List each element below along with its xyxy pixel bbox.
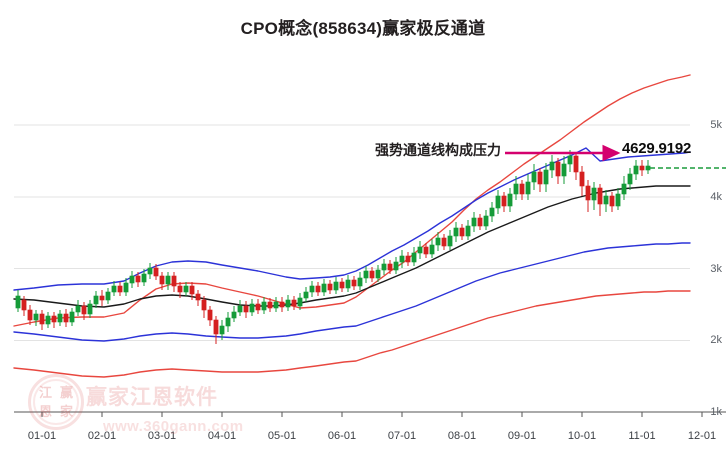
x-axis-tick-09-01: 09-01 (507, 430, 537, 442)
candlestick-series (15, 150, 651, 344)
logo-glyph: 家 (59, 404, 73, 419)
y-axis-tick-4k: 4k (710, 190, 722, 203)
brand-watermark: 赢家江恩软件 (86, 386, 218, 409)
y-axis-tick-3k: 3k (710, 262, 722, 275)
y-axis-tick-5k: 5k (710, 119, 722, 131)
last-price-label: 4629.9192 (622, 140, 692, 157)
x-axis-tick-07-01: 07-01 (387, 430, 417, 442)
x-axis-tick-01-01: 01-01 (27, 430, 57, 442)
x-axis-tick-06-01: 06-01 (327, 430, 357, 442)
x-axis-tick-05-01: 05-01 (267, 430, 297, 442)
y-axis-tick-2k: 2k (710, 334, 722, 347)
annotation-label: 强势通道线构成压力 (375, 142, 501, 158)
x-axis-tick-12-01: 12-01 (687, 430, 717, 442)
y-axis-tick-1k: 1k (710, 406, 722, 418)
x-axis-tick-08-01: 08-01 (447, 430, 477, 442)
axis-lines (14, 411, 726, 417)
x-axis-tick-11-01: 11-01 (628, 430, 656, 442)
logo-glyph: 江 (38, 385, 52, 400)
x-axis-tick-04-01: 04-01 (207, 430, 237, 442)
logo-glyph: 赢 (59, 385, 73, 400)
x-axis-tick-10-01: 10-01 (567, 430, 597, 442)
gridlines (14, 124, 690, 413)
logo-glyph: 恩 (38, 404, 52, 419)
url-watermark: www.360gann.com (103, 418, 244, 435)
channel-bands (13, 74, 691, 378)
brand-logo-icon: 江赢恩家 (28, 374, 84, 430)
x-axis-tick-02-01: 02-01 (87, 430, 117, 442)
x-axis-tick-03-01: 03-01 (147, 430, 177, 442)
page-title: CPO概念(858634)赢家极反通道 (240, 19, 486, 38)
